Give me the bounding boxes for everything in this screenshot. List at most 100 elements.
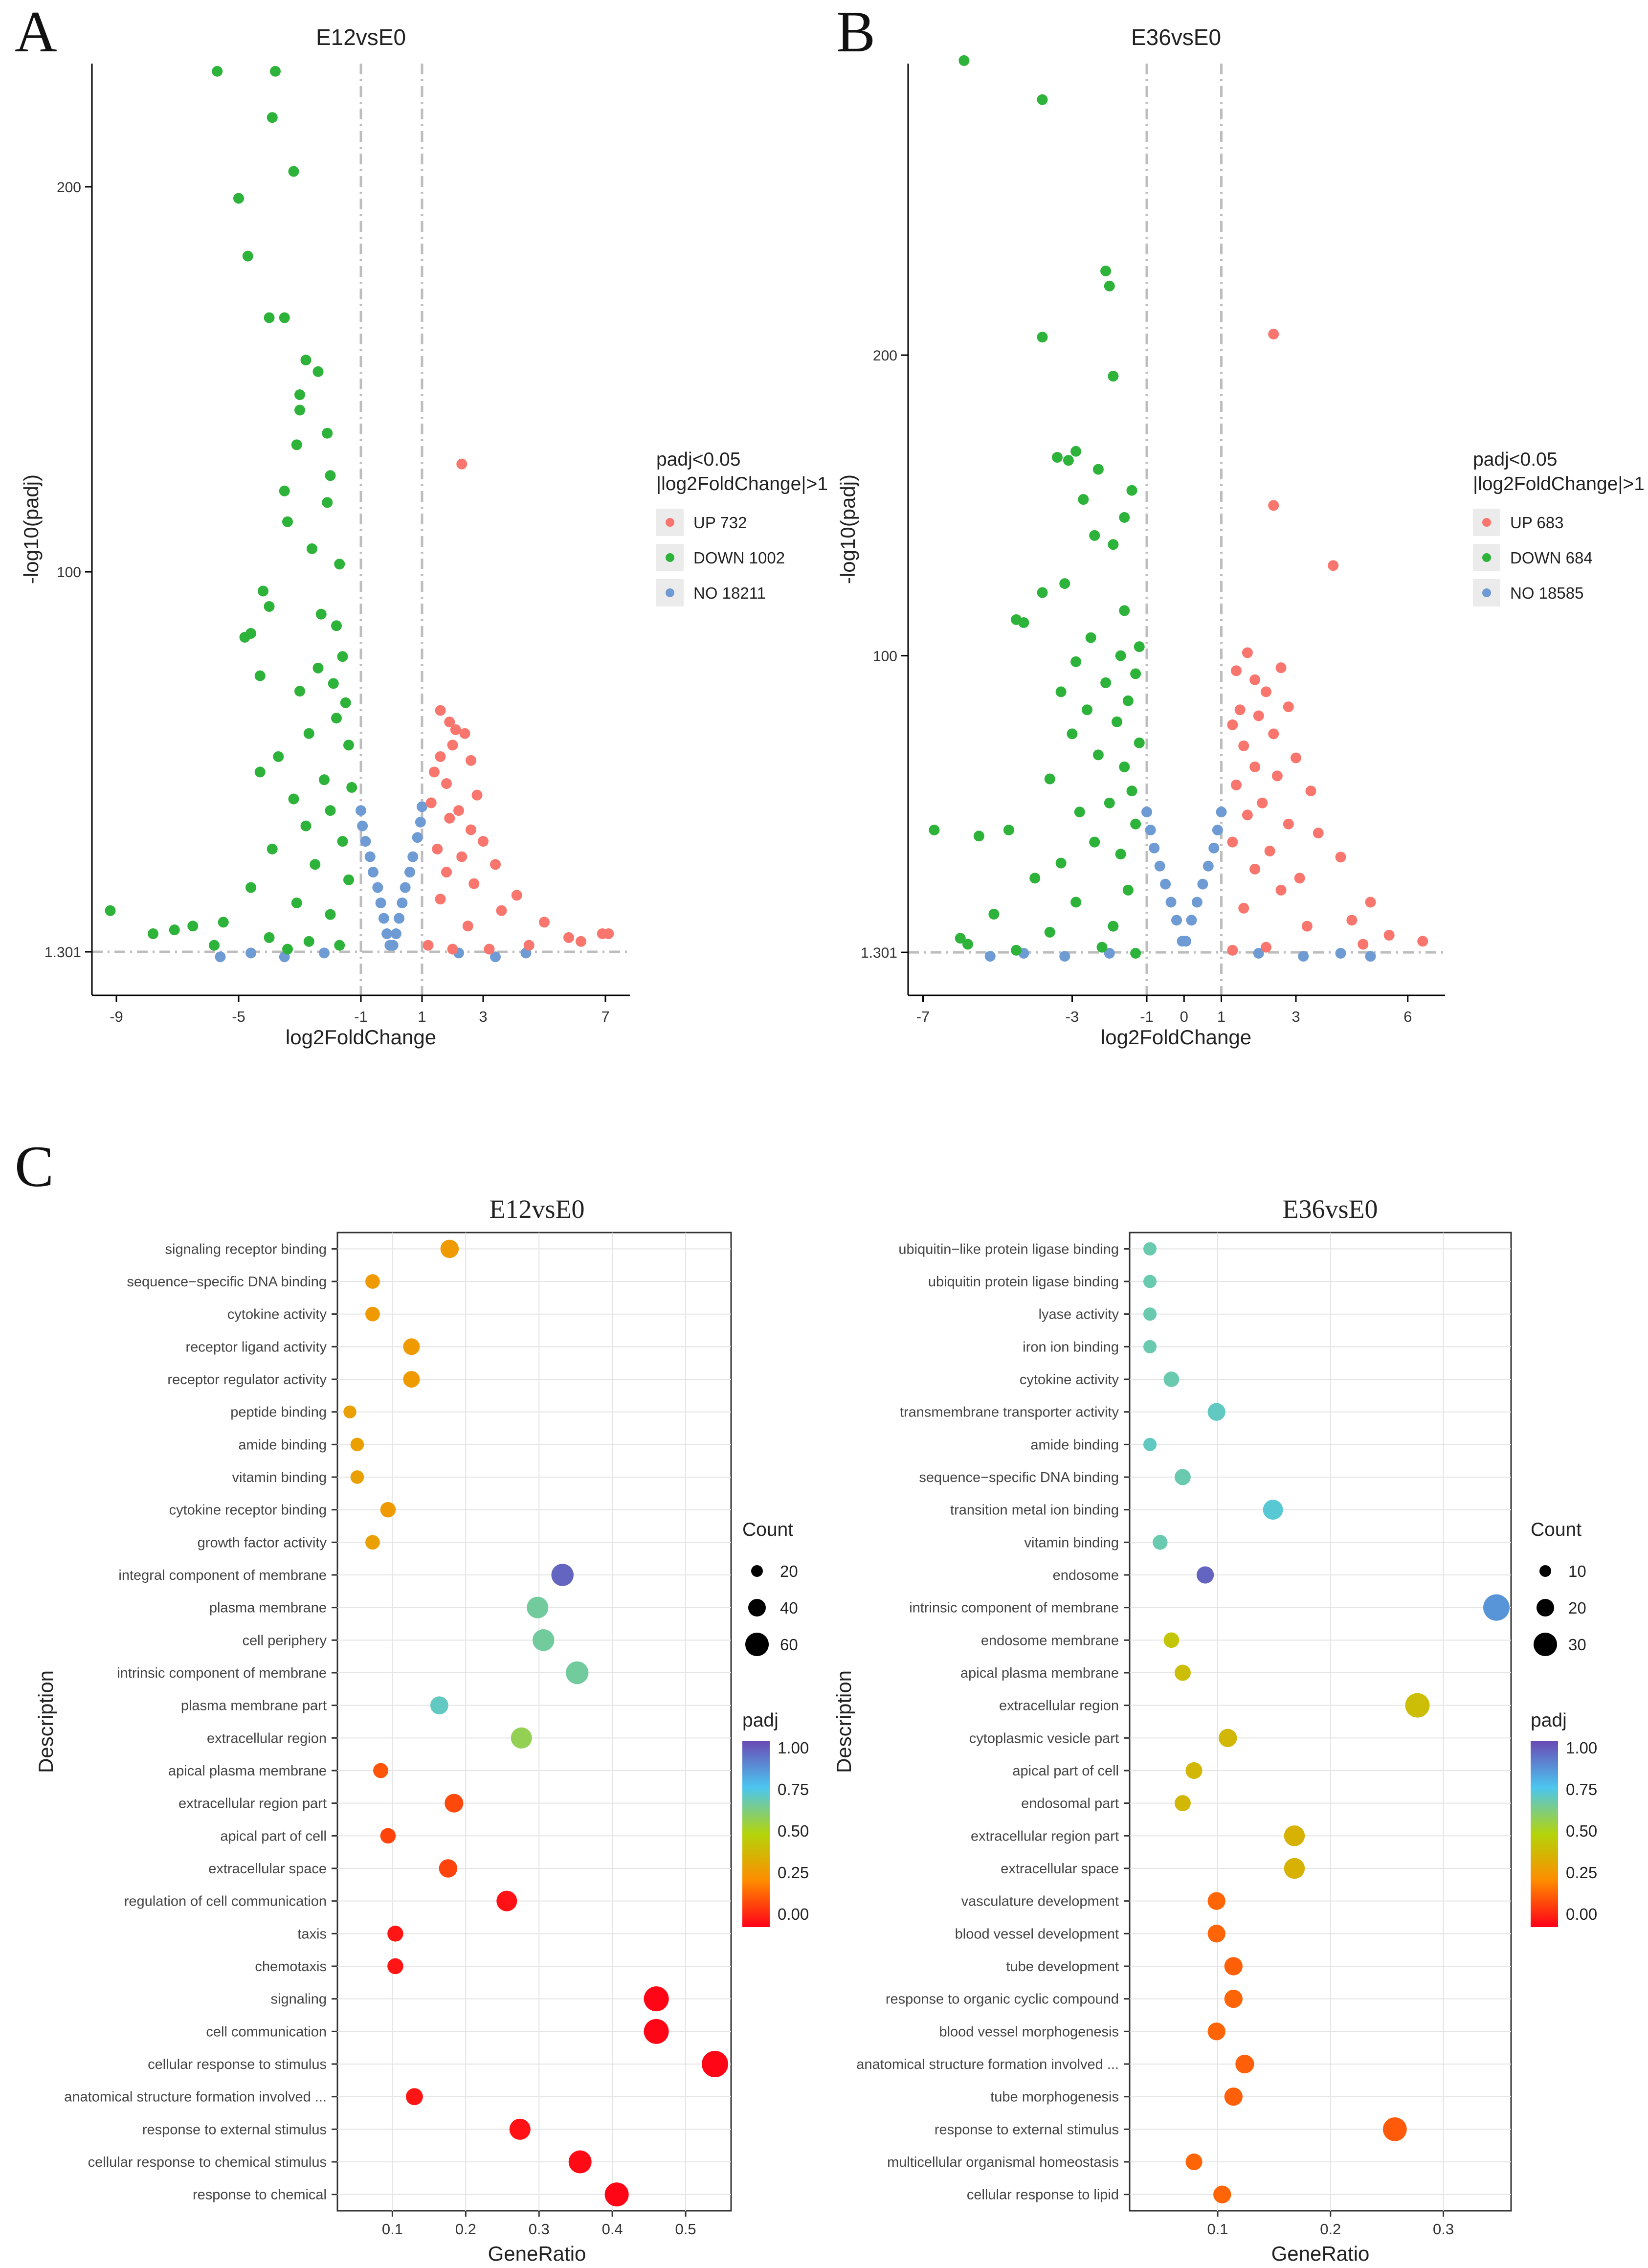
- point-no: [1212, 825, 1223, 836]
- point-no: [1180, 936, 1192, 947]
- legend-label-up: UP 732: [693, 514, 747, 532]
- point-down: [279, 485, 290, 496]
- point-up: [1313, 828, 1324, 839]
- category-label: integral component of membrane: [118, 1568, 327, 1583]
- point-down: [270, 66, 281, 77]
- x-tick-label: -1: [354, 1008, 368, 1025]
- point-down: [1029, 873, 1041, 884]
- dot-response-to-external-stimulus: [1382, 2117, 1407, 2141]
- dot-endosomal-part: [1174, 1795, 1191, 1812]
- point-down: [105, 905, 116, 916]
- x-tick-label: 0.1: [382, 2221, 403, 2238]
- category-label: endosome: [1053, 1568, 1119, 1583]
- point-up: [496, 905, 507, 916]
- point-up: [453, 805, 464, 816]
- dotplot-e36-count-legend: Count 10 20 30: [1531, 1519, 1586, 1656]
- x-tick-label: 7: [601, 1008, 609, 1025]
- point-up: [523, 940, 534, 951]
- dotplot-e12-count-legend: Count 20 40 60: [742, 1519, 798, 1656]
- count-legend-label-30: 30: [1568, 1636, 1586, 1654]
- dot-response-to-chemical: [604, 2182, 629, 2207]
- point-down: [325, 805, 336, 816]
- count-legend-dot-40: [748, 1599, 766, 1617]
- x-tick-label: -3: [1066, 1008, 1079, 1025]
- dotplot-e12-y-axis-label: Description: [34, 1670, 57, 1773]
- point-down: [929, 825, 940, 836]
- point-up: [1234, 704, 1246, 716]
- point-up: [1249, 674, 1261, 685]
- point-no: [1104, 947, 1115, 959]
- point-up: [1227, 836, 1238, 848]
- category-label: endosome membrane: [981, 1633, 1119, 1648]
- point-no: [1203, 860, 1214, 872]
- point-down: [303, 728, 314, 739]
- point-down: [300, 355, 312, 366]
- dot-regulation-of-cell-communication: [496, 1890, 517, 1911]
- dot-vitamin-binding: [1153, 1535, 1168, 1550]
- category-label: ubiquitin−like protein ligase binding: [898, 1241, 1119, 1257]
- point-no: [381, 928, 393, 940]
- point-up: [435, 705, 446, 716]
- category-label: blood vessel morphogenesis: [939, 2024, 1119, 2040]
- point-no: [1365, 951, 1376, 962]
- category-label: sequence−specific DNA binding: [127, 1274, 327, 1290]
- point-down: [334, 940, 345, 951]
- point-down: [973, 831, 984, 842]
- category-label: cytokine receptor binding: [169, 1503, 327, 1518]
- category-label: extracellular space: [1001, 1861, 1119, 1877]
- point-no: [1298, 951, 1309, 962]
- point-down: [312, 662, 324, 674]
- point-down: [1119, 512, 1130, 523]
- category-label: amide binding: [238, 1437, 327, 1453]
- point-down: [337, 651, 348, 662]
- point-no: [404, 867, 415, 878]
- point-down: [233, 193, 244, 204]
- dot-apical-part-of-cell: [1185, 1762, 1203, 1779]
- dot-intrinsic-component-of-membrane: [1483, 1594, 1510, 1621]
- point-down: [1044, 926, 1055, 938]
- dot-transmembrane-transporter-activity: [1207, 1403, 1225, 1421]
- point-up: [1346, 915, 1358, 926]
- dot-response-to-organic-cyclic-compound: [1224, 1990, 1243, 2008]
- point-down: [337, 836, 348, 847]
- point-up: [450, 724, 461, 735]
- category-label: receptor regulator activity: [167, 1372, 327, 1388]
- dot-extracellular-region-part: [445, 1794, 464, 1813]
- category-label: lyase activity: [1039, 1307, 1119, 1323]
- point-no: [387, 940, 399, 951]
- category-label: cell communication: [206, 2024, 327, 2040]
- panel-label-c: C: [15, 1134, 54, 1199]
- point-down: [1044, 773, 1055, 785]
- category-label: extracellular space: [208, 1861, 327, 1877]
- point-down: [218, 917, 229, 928]
- category-label: vasculature development: [961, 1894, 1119, 1909]
- point-no: [490, 951, 501, 963]
- point-down: [1130, 818, 1141, 830]
- category-label: multicellular organismal homeostasis: [887, 2155, 1119, 2170]
- x-tick-label: -1: [1140, 1008, 1154, 1025]
- point-up: [1294, 873, 1305, 884]
- point-down: [328, 678, 339, 689]
- point-up: [1231, 665, 1242, 676]
- point-down: [1037, 587, 1048, 598]
- legend-swatch-down: [1482, 553, 1491, 562]
- point-up: [1365, 897, 1376, 908]
- legend-swatch-down: [666, 553, 674, 562]
- x-tick-label: -9: [110, 1008, 123, 1025]
- point-up: [447, 943, 458, 955]
- point-down: [1092, 749, 1104, 761]
- point-up: [468, 878, 480, 889]
- point-down: [312, 366, 324, 377]
- point-down: [294, 686, 305, 697]
- y-tick-label: 200: [57, 180, 81, 196]
- point-down: [1134, 737, 1145, 748]
- legend-swatch-up: [666, 518, 674, 527]
- category-label: regulation of cell communication: [124, 1894, 327, 1909]
- dotplot-e12-x-axis-label: GeneRatio: [488, 2242, 586, 2265]
- x-tick-label: -7: [916, 1008, 930, 1025]
- volcano-a-x-axis-label: log2FoldChange: [286, 1026, 436, 1049]
- x-tick-label: 3: [479, 1008, 487, 1025]
- point-down: [1059, 578, 1070, 589]
- category-label: apical plasma membrane: [960, 1665, 1119, 1681]
- point-up: [1227, 719, 1238, 730]
